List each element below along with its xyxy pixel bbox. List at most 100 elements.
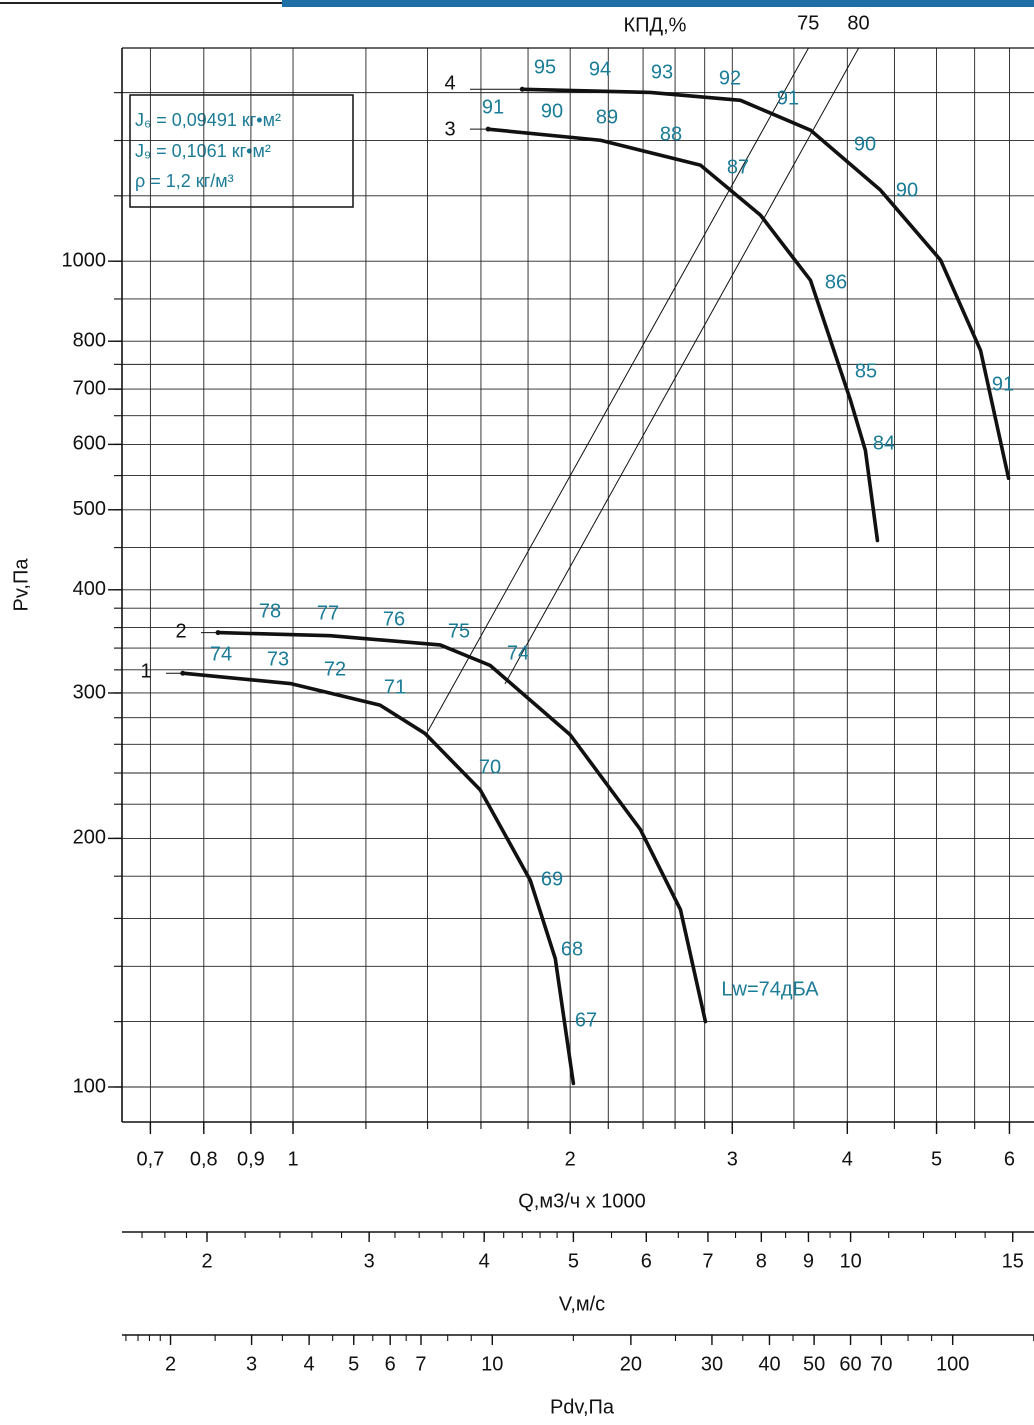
secondary-tick-label: 8	[756, 1250, 767, 1272]
efficiency-title: КПД,%	[624, 14, 687, 36]
x-tick-label: 3	[727, 1148, 738, 1170]
x-tick-label: 1	[287, 1148, 298, 1170]
header-bar	[282, 0, 1034, 7]
secondary-tick-label: 100	[936, 1353, 969, 1375]
annotation: 75	[448, 620, 470, 642]
annotation: 91	[777, 87, 799, 109]
annotation: 85	[855, 360, 877, 382]
secondary-tick-label: 15	[1002, 1250, 1024, 1272]
secondary-axis-title: Pdv,Па	[550, 1396, 615, 1418]
annotation: 70	[479, 756, 501, 778]
annotation: 90	[896, 179, 918, 201]
annotation: 92	[719, 67, 741, 89]
curve-start	[519, 86, 525, 92]
x-tick-label: 0,7	[136, 1148, 164, 1170]
secondary-tick-label: 5	[568, 1250, 579, 1272]
curve-label: 3	[444, 118, 455, 140]
annotation: 90	[854, 133, 876, 155]
y-tick-label: 800	[73, 329, 106, 351]
curve-start	[215, 630, 221, 636]
curve-start	[485, 126, 491, 132]
efficiency-line	[427, 47, 809, 732]
secondary-tick-label: 2	[201, 1250, 212, 1272]
curve	[216, 630, 708, 1024]
secondary-axis-title: V,м/с	[559, 1293, 605, 1315]
secondary-tick-label: 4	[479, 1250, 490, 1272]
y-axis-title: Pv,Па	[10, 558, 32, 612]
efficiency-line	[504, 47, 859, 685]
secondary-tick-label: 6	[641, 1250, 652, 1272]
x-tick-label: 0,8	[190, 1148, 218, 1170]
secondary-tick-label: 70	[870, 1353, 892, 1375]
annotation: 91	[992, 373, 1014, 395]
annotation: 94	[589, 58, 611, 80]
curve-label: 4	[444, 72, 455, 94]
secondary-tick-label: 6	[385, 1353, 396, 1375]
annotation: 95	[534, 56, 556, 78]
annotation: 73	[267, 648, 289, 670]
y-tick-label: 600	[73, 433, 106, 455]
x-tick-label: 5	[931, 1148, 942, 1170]
secondary-tick-label: 10	[481, 1353, 503, 1375]
secondary-tick-label: 7	[415, 1353, 426, 1375]
x-tick-label: 0,9	[237, 1148, 265, 1170]
annotation: 76	[383, 608, 405, 630]
y-tick-label: 1000	[62, 249, 107, 271]
y-tick-label: 200	[73, 827, 106, 849]
curve	[520, 87, 1011, 481]
x-tick-label: 4	[842, 1148, 853, 1170]
annotation: 67	[575, 1009, 597, 1031]
secondary-tick-label: 4	[304, 1353, 315, 1375]
x-axis-title: Q,м3/ч x 1000	[518, 1190, 646, 1212]
annotation: 89	[596, 106, 618, 128]
info-text: J₆ = 0,09491 кг•м²	[135, 110, 281, 130]
annotation: 90	[541, 100, 563, 122]
x-tick-label: 2	[565, 1148, 576, 1170]
secondary-tick-label: 9	[803, 1250, 814, 1272]
info-text: ρ = 1,2 кг/м³	[135, 171, 234, 191]
annotation: Lw=74дБА	[721, 978, 819, 1000]
annotation: 77	[317, 602, 339, 624]
secondary-tick-label: 20	[620, 1353, 642, 1375]
y-tick-label: 300	[73, 681, 106, 703]
annotation: 86	[825, 271, 847, 293]
annotation: 71	[384, 676, 406, 698]
efficiency-line-label: 80	[847, 12, 869, 34]
x-tick-label: 6	[1004, 1148, 1015, 1170]
y-tick-label: 100	[73, 1075, 106, 1097]
secondary-tick-label: 2	[165, 1353, 176, 1375]
curve	[180, 671, 576, 1086]
secondary-tick-label: 5	[348, 1353, 359, 1375]
annotation: 87	[727, 156, 749, 178]
annotation: 91	[482, 96, 504, 118]
secondary-tick-label: 3	[246, 1353, 257, 1375]
annotation: 68	[561, 938, 583, 960]
info-box	[129, 94, 354, 208]
annotation: 74	[210, 643, 232, 665]
efficiency-line-label: 75	[797, 12, 819, 34]
curve-label: 2	[175, 620, 186, 642]
curve	[486, 127, 880, 543]
secondary-tick-label: 60	[839, 1353, 861, 1375]
annotation: 88	[660, 123, 682, 145]
curve-start	[180, 670, 186, 676]
annotation: 78	[259, 600, 281, 622]
y-tick-label: 500	[73, 498, 106, 520]
secondary-tick-label: 30	[701, 1353, 723, 1375]
annotation: 84	[873, 432, 895, 454]
annotation: 69	[541, 868, 563, 890]
y-tick-label: 400	[73, 578, 106, 600]
secondary-tick-label: 10	[839, 1250, 861, 1272]
curve-label: 1	[140, 660, 151, 682]
annotation: 93	[651, 61, 673, 83]
secondary-tick-label: 7	[702, 1250, 713, 1272]
secondary-tick-label: 3	[364, 1250, 375, 1272]
y-tick-label: 700	[73, 377, 106, 399]
annotation: 74	[507, 642, 529, 664]
secondary-tick-label: 40	[758, 1353, 780, 1375]
info-text: J₉ = 0,1061 кг•м²	[135, 141, 271, 161]
annotation: 72	[324, 658, 346, 680]
secondary-tick-label: 50	[803, 1353, 825, 1375]
header-line	[0, 2, 282, 4]
